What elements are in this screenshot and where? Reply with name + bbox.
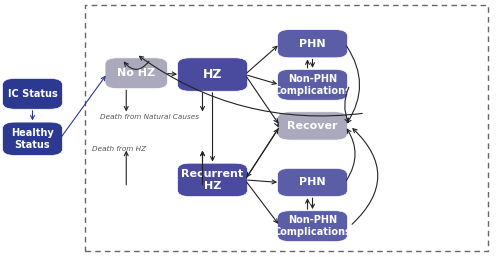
FancyBboxPatch shape — [178, 163, 248, 197]
Text: Recover: Recover — [287, 121, 338, 131]
Text: IC Status: IC Status — [8, 89, 58, 99]
FancyBboxPatch shape — [105, 58, 168, 89]
Text: Death from Natural Causes: Death from Natural Causes — [100, 114, 199, 120]
FancyBboxPatch shape — [278, 112, 347, 140]
FancyBboxPatch shape — [178, 58, 248, 91]
FancyBboxPatch shape — [278, 211, 347, 242]
FancyBboxPatch shape — [2, 78, 62, 109]
Bar — [85, 5, 487, 251]
Text: Non-PHN
Complications: Non-PHN Complications — [274, 74, 351, 96]
Text: PHN: PHN — [299, 178, 326, 187]
Text: Death from HZ: Death from HZ — [92, 146, 146, 152]
Text: Healthy
Status: Healthy Status — [11, 128, 54, 150]
FancyBboxPatch shape — [278, 69, 347, 100]
Text: PHN: PHN — [299, 39, 326, 49]
Text: HZ: HZ — [203, 68, 222, 81]
FancyBboxPatch shape — [2, 122, 62, 155]
Text: Non-PHN
Complications: Non-PHN Complications — [274, 215, 351, 237]
Text: Recurrent
HZ: Recurrent HZ — [182, 169, 244, 191]
Text: No HZ: No HZ — [117, 68, 156, 78]
FancyBboxPatch shape — [278, 30, 347, 58]
FancyBboxPatch shape — [278, 168, 347, 197]
